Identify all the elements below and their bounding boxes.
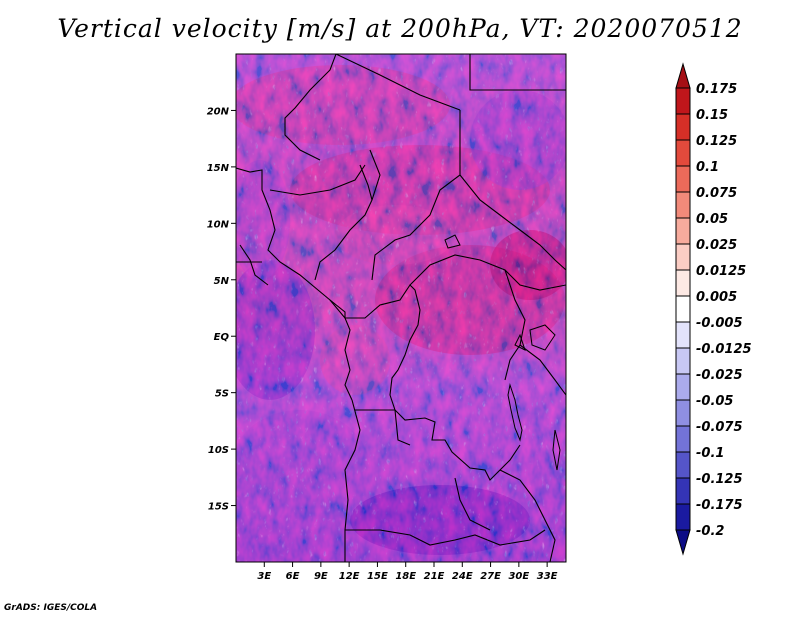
colorbar-label: 0.005 [696,290,737,305]
x-tick-label: 6E [286,571,300,582]
colorbar: 0.175 0.15 0.125 0.1 0.075 0.05 0.025 0.0125 0.0… [675,62,752,556]
colorbar-swatch [675,503,691,531]
x-tick-label: 30E [508,571,529,582]
colorbar-swatch [675,243,691,271]
velocity-field [236,54,566,562]
y-tick-label: 10N [207,219,230,230]
colorbar-swatch [675,165,691,193]
colorbar-label: 0.1 [696,160,719,175]
colorbar-swatch [675,217,691,245]
colorbar-label: 0.0125 [696,264,746,279]
colorbar-swatch [675,373,691,401]
chart-title: Vertical velocity [m/s] at 200hPa, VT: 2… [57,14,743,43]
colorbar-label: -0.175 [696,498,743,513]
colorbar-bottom-arrow [675,529,691,556]
colorbar-swatch [675,295,691,323]
colorbar-label: -0.05 [696,394,733,409]
map-frame [235,53,567,563]
x-tick-label: 9E [314,571,328,582]
credit-text: GrADS: IGES/COLA [4,603,98,613]
x-tick-label: 12E [339,571,360,582]
colorbar-swatch [675,139,691,167]
colorbar-swatch [675,451,691,479]
country-borders [236,54,566,562]
y-tick-label: 15S [208,502,229,513]
colorbar-label: -0.0125 [696,342,752,357]
y-tick-label: 5S [215,389,229,400]
colorbar-label: -0.2 [696,524,724,539]
colorbar-swatch [675,477,691,505]
y-tick-label: 10S [208,445,229,456]
x-tick-label: 24E [452,571,473,582]
x-tick-label: 15E [367,571,388,582]
colorbar-label: -0.1 [696,446,724,461]
y-tick-label: 20N [207,106,230,117]
colorbar-label: 0.15 [696,108,728,123]
colorbar-label: 0.05 [696,212,728,227]
y-tick-label: 5N [214,276,230,287]
y-tick-label: EQ [214,332,230,343]
colorbar-swatch [675,399,691,427]
colorbar-label: -0.075 [696,420,743,435]
colorbar-label: 0.125 [696,134,737,149]
colorbar-label: 0.075 [696,186,737,201]
colorbar-swatch [675,425,691,453]
x-tick-label: 27E [480,571,501,582]
y-axis: 20N 15N 10N 5N EQ 5S 10S 15S [207,106,236,513]
colorbar-top-arrow [675,62,691,89]
x-tick-label: 18E [395,571,416,582]
x-axis: 3E 6E 9E 12E 15E 18E 21E 24E 27E 30E 33E [257,562,558,582]
colorbar-swatch [675,113,691,141]
colorbar-swatch [675,87,691,115]
colorbar-label: -0.025 [696,368,743,383]
colorbar-swatch [675,191,691,219]
x-tick-label: 33E [537,571,558,582]
y-tick-label: 15N [207,163,230,174]
colorbar-swatch [675,269,691,297]
colorbar-swatch [675,347,691,375]
colorbar-label: 0.175 [696,82,737,97]
lakes [444,234,561,471]
colorbar-label: -0.125 [696,472,743,487]
x-tick-label: 3E [257,571,271,582]
x-tick-label: 21E [424,571,445,582]
colorbar-label: 0.025 [696,238,737,253]
colorbar-label: -0.005 [696,316,743,331]
colorbar-swatch [675,321,691,349]
